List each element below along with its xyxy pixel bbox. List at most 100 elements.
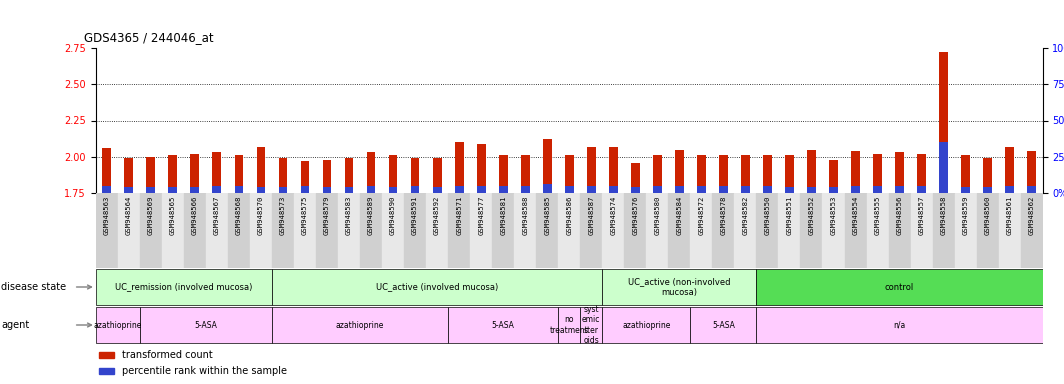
Bar [1028, 151, 1036, 193]
Text: GSM948569: GSM948569 [148, 195, 154, 235]
Text: GSM948558: GSM948558 [941, 195, 947, 235]
Bar [1005, 186, 1014, 193]
FancyBboxPatch shape [757, 307, 1043, 343]
Text: GSM948571: GSM948571 [456, 195, 462, 235]
Bar [411, 158, 419, 193]
Bar [322, 187, 331, 193]
Bar [917, 186, 926, 193]
Text: GDS4365 / 244046_at: GDS4365 / 244046_at [84, 31, 214, 44]
Bar [520, 155, 530, 193]
Bar [124, 158, 133, 193]
FancyBboxPatch shape [448, 307, 559, 343]
Text: 5-ASA: 5-ASA [712, 321, 735, 329]
Bar [653, 186, 662, 193]
Bar [213, 186, 221, 193]
FancyBboxPatch shape [580, 307, 602, 343]
Bar [609, 186, 618, 193]
Text: GSM948567: GSM948567 [214, 195, 220, 235]
Bar [779, 193, 800, 268]
Bar [205, 193, 228, 268]
Bar [213, 152, 221, 193]
Text: agent: agent [1, 320, 30, 330]
Text: GSM948570: GSM948570 [257, 195, 264, 235]
Bar [272, 193, 294, 268]
Bar [1020, 193, 1043, 268]
Bar [184, 193, 205, 268]
Text: GSM948585: GSM948585 [544, 195, 550, 235]
Text: azathioprine: azathioprine [94, 321, 142, 329]
Bar [162, 193, 184, 268]
Text: GSM948559: GSM948559 [963, 195, 968, 235]
Bar [602, 193, 625, 268]
Bar [559, 193, 580, 268]
Bar [99, 353, 114, 358]
Bar [977, 193, 999, 268]
Bar [228, 193, 250, 268]
Text: GSM948553: GSM948553 [831, 195, 836, 235]
Text: UC_active (non-involved
mucosa): UC_active (non-involved mucosa) [628, 277, 731, 297]
Bar [124, 187, 133, 193]
Bar [565, 155, 573, 193]
Text: GSM948575: GSM948575 [302, 195, 307, 235]
Text: GSM948560: GSM948560 [984, 195, 991, 235]
Text: n/a: n/a [894, 321, 905, 329]
Bar [734, 193, 757, 268]
Bar [822, 193, 845, 268]
FancyBboxPatch shape [139, 307, 272, 343]
Bar [190, 154, 199, 193]
Bar [250, 193, 272, 268]
Bar [954, 193, 977, 268]
Bar [543, 184, 551, 193]
Bar [470, 193, 493, 268]
Text: GSM948588: GSM948588 [522, 195, 528, 235]
Bar [851, 186, 860, 193]
Text: GSM948591: GSM948591 [412, 195, 418, 235]
Text: UC_active (involved mucosa): UC_active (involved mucosa) [376, 283, 498, 291]
Bar [631, 162, 639, 193]
Bar [983, 158, 992, 193]
Text: GSM948579: GSM948579 [325, 195, 330, 235]
Bar [520, 186, 530, 193]
Bar [933, 193, 954, 268]
Bar [866, 193, 888, 268]
Text: azathioprine: azathioprine [622, 321, 670, 329]
Text: 5-ASA: 5-ASA [492, 321, 515, 329]
Text: percentile rank within the sample: percentile rank within the sample [121, 366, 287, 376]
Text: GSM948584: GSM948584 [677, 195, 682, 235]
Text: GSM948563: GSM948563 [104, 195, 110, 235]
Bar [294, 193, 316, 268]
Bar [345, 187, 353, 193]
Text: GSM948557: GSM948557 [918, 195, 925, 235]
Text: GSM948550: GSM948550 [764, 195, 770, 235]
Bar [888, 193, 911, 268]
Text: GSM948565: GSM948565 [170, 195, 176, 235]
FancyBboxPatch shape [691, 307, 757, 343]
Bar [845, 193, 866, 268]
FancyBboxPatch shape [602, 269, 757, 305]
Bar [477, 144, 485, 193]
Bar [808, 187, 816, 193]
Bar [433, 158, 442, 193]
Bar [785, 155, 794, 193]
Bar [895, 186, 904, 193]
Bar [168, 155, 178, 193]
Text: GSM948586: GSM948586 [566, 195, 572, 235]
Text: no
treatment: no treatment [550, 315, 588, 335]
Bar [99, 368, 114, 374]
Bar [719, 186, 728, 193]
Bar [719, 155, 728, 193]
Bar [256, 147, 265, 193]
Bar [874, 154, 882, 193]
FancyBboxPatch shape [96, 269, 272, 305]
Text: GSM948580: GSM948580 [654, 195, 661, 235]
Text: GSM948574: GSM948574 [611, 195, 616, 235]
Bar [625, 193, 646, 268]
FancyBboxPatch shape [272, 269, 602, 305]
Bar [454, 186, 464, 193]
Text: transformed count: transformed count [121, 349, 213, 359]
Bar [741, 155, 750, 193]
Bar [454, 142, 464, 193]
Bar [653, 155, 662, 193]
Bar [961, 155, 970, 193]
Bar [587, 147, 596, 193]
